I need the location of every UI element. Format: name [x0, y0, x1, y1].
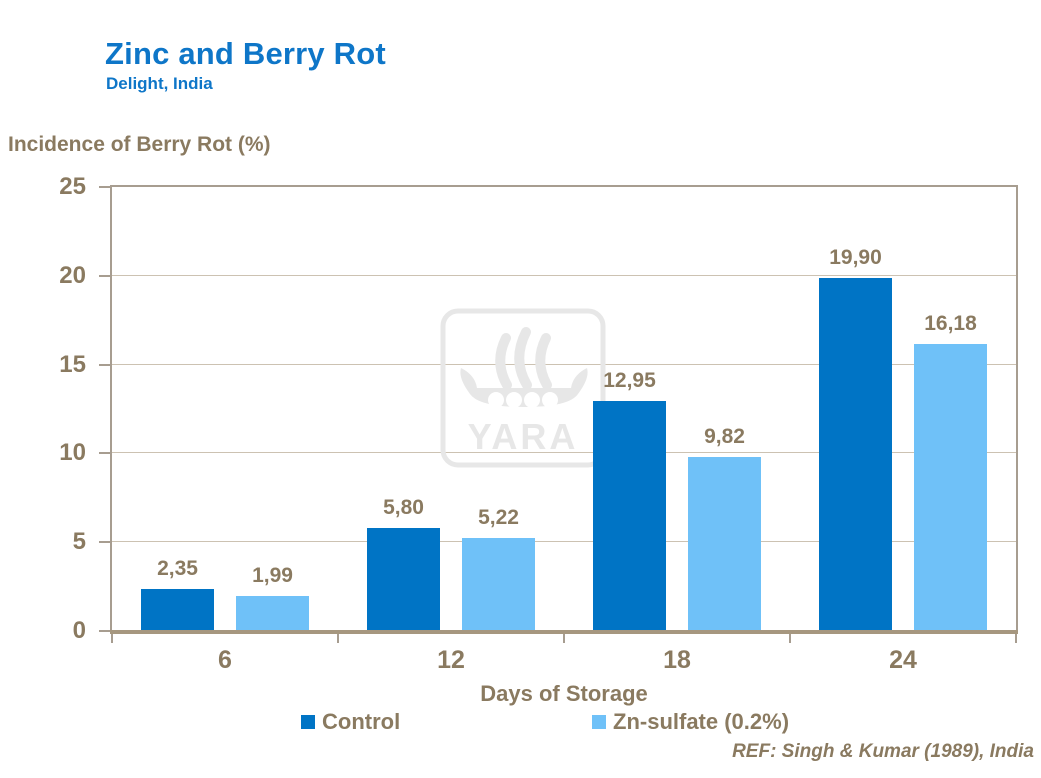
y-axis: 0 5 10 15 20 25: [0, 173, 110, 644]
legend-label-zn-sulfate: Zn-sulfate (0.2%): [613, 709, 790, 734]
x-tick-mark-2: [563, 634, 565, 643]
reference-text: REF: Singh & Kumar (1989), India: [732, 741, 1034, 762]
y-tick-mark-15: [99, 363, 110, 366]
y-tick-mark-20: [99, 274, 110, 277]
x-tick-label-6: 6: [218, 646, 232, 674]
plot-area: YARA 2,35 1,99 5,80 5,22 12,95 9,82 19,90 16,18: [110, 185, 1018, 643]
y-tick-mark-10: [99, 452, 110, 455]
x-tick-mark-0: [111, 634, 113, 643]
bar-zn-sulfate-day18: [688, 456, 761, 631]
x-tick-mark-3: [789, 634, 791, 643]
legend-item-control: Control: [301, 709, 400, 735]
x-tick-label-18: 18: [663, 646, 691, 674]
gridline-20: [112, 274, 1016, 276]
y-tick-mark-5: [99, 541, 110, 544]
bar-zn-sulfate-day24: [914, 343, 987, 631]
x-axis-title: Days of Storage: [480, 681, 648, 706]
x-tick-mark-1: [337, 634, 339, 643]
bar-value-zn-sulfate-day12: 5,22: [478, 506, 519, 530]
y-tick-mark-25: [99, 186, 110, 188]
x-axis-line: [110, 630, 1018, 634]
y-tick-label-25: 25: [59, 173, 86, 200]
bar-control-day24: [819, 277, 892, 631]
bar-value-control-day18: 12,95: [603, 369, 656, 393]
bar-zn-sulfate-day12: [462, 538, 535, 631]
chart-title: Zinc and Berry Rot: [105, 36, 386, 71]
gridline-10: [112, 452, 1016, 454]
y-tick-label-0: 0: [72, 617, 86, 644]
y-axis-title: Incidence of Berry Rot (%): [8, 133, 271, 156]
bar-value-control-day24: 19,90: [829, 245, 882, 269]
legend-item-zn-sulfate: Zn-sulfate (0.2%): [592, 709, 789, 735]
gridline-15: [112, 363, 1016, 365]
bar-zn-sulfate-day6: [236, 595, 309, 631]
legend-swatch-control: [301, 715, 315, 729]
bar-value-zn-sulfate-day24: 16,18: [924, 311, 977, 335]
bar-value-zn-sulfate-day18: 9,82: [704, 424, 745, 448]
yara-watermark-logo: YARA: [440, 308, 606, 468]
chart-subtitle: Delight, India: [106, 74, 213, 93]
x-tick-mark-4: [1015, 634, 1017, 643]
bar-control-day12: [367, 528, 440, 631]
bar-control-day18: [593, 401, 666, 631]
legend-swatch-zn-sulfate: [592, 715, 606, 729]
x-tick-label-12: 12: [437, 646, 465, 674]
bar-control-day6: [141, 589, 214, 631]
y-tick-mark-0: [99, 630, 110, 632]
bar-value-control-day12: 5,80: [383, 496, 424, 519]
y-tick-label-5: 5: [72, 528, 86, 556]
gridline-5: [112, 541, 1016, 543]
bar-value-zn-sulfate-day6: 1,99: [252, 563, 293, 587]
watermark-text: YARA: [468, 416, 579, 457]
y-tick-label-20: 20: [59, 261, 86, 289]
bar-value-control-day6: 2,35: [157, 557, 198, 581]
y-tick-label-15: 15: [59, 350, 86, 378]
legend-label-control: Control: [322, 709, 401, 734]
x-tick-label-24: 24: [889, 646, 917, 674]
y-tick-label-10: 10: [59, 439, 86, 467]
x-axis-labels: 6 12 18 24: [110, 646, 1018, 678]
